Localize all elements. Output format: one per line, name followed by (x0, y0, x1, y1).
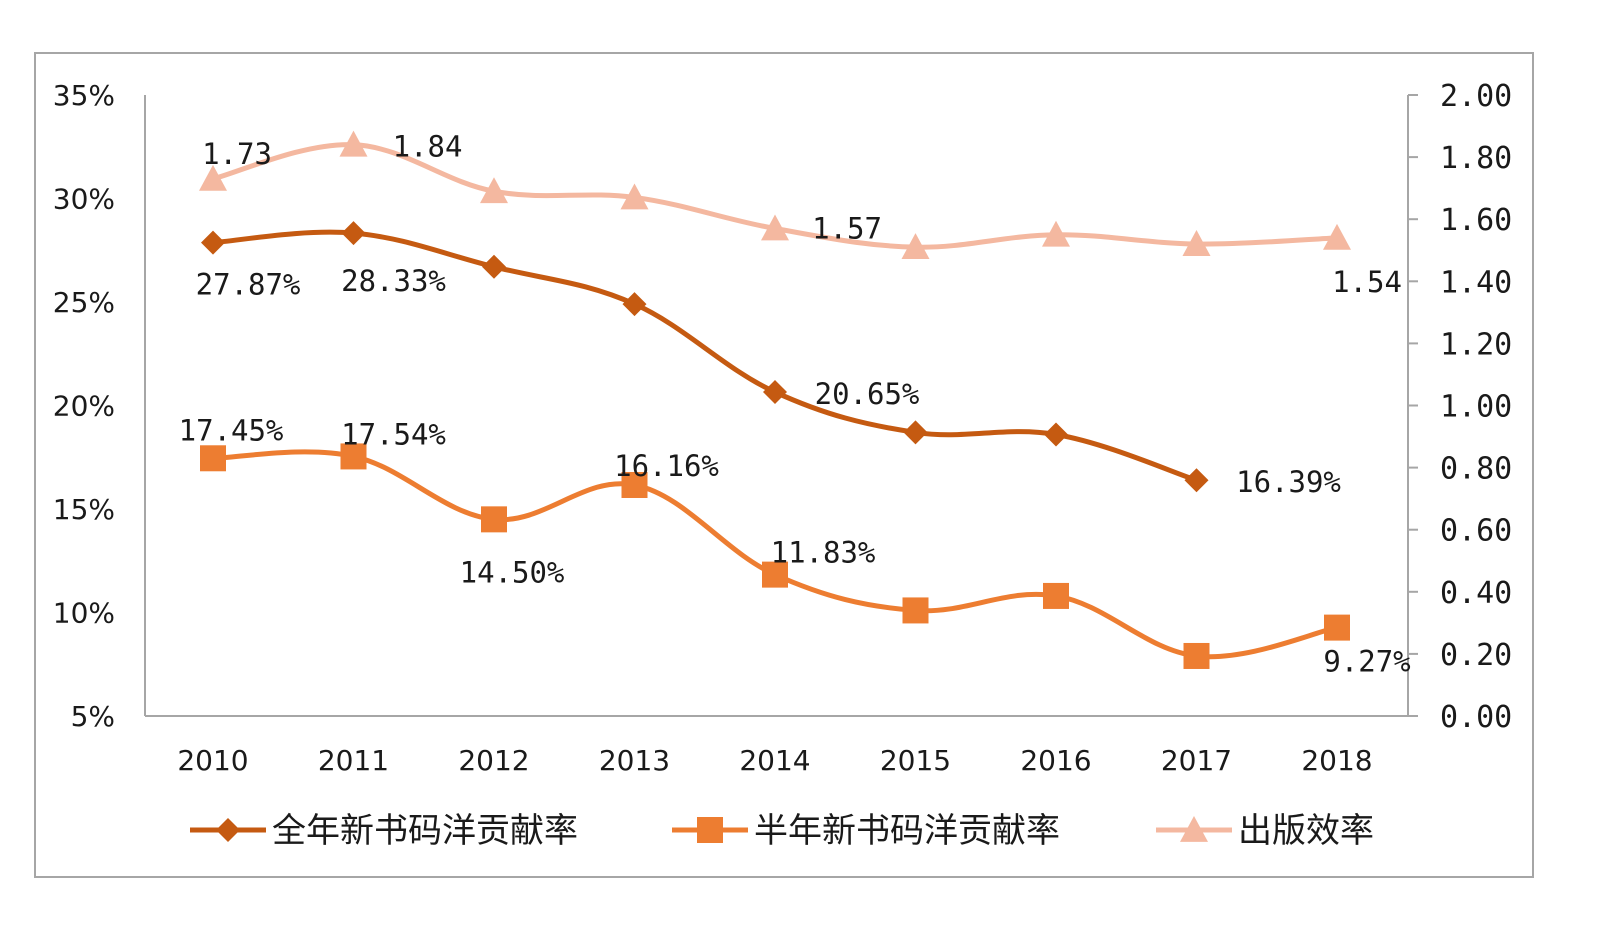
y-right-tick-label: 0.00 (1440, 700, 1512, 735)
x-tick-label: 2013 (599, 744, 670, 777)
data-point (621, 471, 648, 498)
y-right-tick-label: 1.60 (1440, 203, 1512, 238)
y-right-tick-label: 2.00 (1440, 79, 1512, 114)
data-point (902, 597, 929, 624)
y-right-tick-label: 0.20 (1440, 638, 1512, 673)
data-point (622, 292, 647, 317)
x-tick-label: 2011 (318, 744, 389, 777)
data-label: 11.83% (771, 536, 876, 570)
data-point (763, 380, 787, 405)
x-tick-label: 2015 (880, 744, 951, 777)
x-tick-label: 2016 (1020, 744, 1091, 777)
data-label: 1.84 (393, 130, 463, 164)
axes: 35% 30% 25% 20% 15% 10% 5% 2.00 1.80 1.60 1.40 1.20… (53, 79, 1512, 777)
data-label: 9.27% (1323, 645, 1410, 679)
y-right-tick-label: 0.40 (1440, 576, 1512, 611)
data-point (480, 177, 508, 204)
y-right-tick-label: 1.80 (1440, 141, 1512, 176)
data-label: 1.57 (812, 212, 882, 246)
chart-frame (34, 52, 1534, 878)
legend-marker (1180, 816, 1208, 842)
legend-marker (697, 817, 723, 843)
x-tick-label: 2017 (1161, 744, 1232, 777)
y-right-tick-label: 0.80 (1440, 452, 1512, 487)
data-point (1043, 582, 1069, 609)
series-layer (199, 130, 1351, 669)
y-right-tick-label: 1.00 (1440, 390, 1512, 425)
data-label: 28.33% (341, 264, 446, 298)
data-point (901, 233, 930, 260)
data-label: 27.87% (196, 268, 301, 302)
data-point (1184, 468, 1209, 493)
legend-label: 出版效率 (1238, 811, 1374, 851)
data-point (620, 183, 649, 210)
data-point (762, 561, 788, 588)
data-label: 17.54% (341, 417, 446, 451)
data-point (339, 130, 368, 157)
legend: 全年新书码洋贡献率 半年新书码洋贡献率 出版效率 (190, 811, 1374, 851)
data-label: 1.54 (1332, 265, 1402, 299)
data-label: 20.65% (815, 377, 920, 411)
legend-label: 半年新书码洋贡献率 (754, 811, 1060, 851)
data-point (199, 164, 227, 191)
y-right-tick-label: 1.20 (1440, 327, 1512, 362)
y-left-tick-label: 30% (53, 183, 115, 216)
data-point (340, 443, 367, 470)
data-point (1183, 642, 1210, 669)
data-point (482, 254, 506, 279)
data-label: 16.39% (1236, 465, 1341, 499)
y-right-tick-label: 1.40 (1440, 265, 1512, 300)
data-point (341, 221, 366, 246)
x-tick-label: 2014 (739, 744, 810, 777)
data-point (1323, 223, 1351, 250)
legend-label: 全年新书码洋贡献率 (272, 811, 578, 851)
data-point (481, 506, 507, 533)
data-label: 17.45% (179, 413, 284, 447)
series-line-0 (212, 229, 1198, 483)
data-point (903, 420, 928, 445)
data-point (761, 214, 789, 241)
data-point (1324, 614, 1350, 641)
data-labels: 27.87% 28.33% 20.65% 16.39% 17.45% 17.54% 14.5… (179, 130, 1411, 679)
y-left-tick-label: 25% (53, 286, 115, 319)
data-point (1182, 230, 1211, 256)
y-left-tick-label: 15% (53, 493, 115, 526)
x-tick-label: 2018 (1301, 744, 1372, 777)
data-point (201, 230, 225, 255)
y-left-tick-label: 10% (53, 597, 115, 630)
x-tick-label: 2010 (177, 744, 248, 777)
y-left-tick-label: 20% (53, 390, 115, 423)
legend-marker (216, 818, 240, 842)
y-left-tick-label: 5% (71, 700, 115, 733)
data-point (200, 445, 226, 472)
data-label: 16.16% (614, 449, 719, 483)
data-label: 14.50% (460, 555, 565, 589)
data-label: 1.73 (202, 137, 272, 171)
data-point (1044, 422, 1068, 447)
y-right-tick-label: 0.60 (1440, 514, 1512, 549)
data-point (1042, 220, 1070, 247)
x-tick-label: 2012 (458, 744, 529, 777)
y-left-tick-label: 35% (53, 79, 115, 112)
